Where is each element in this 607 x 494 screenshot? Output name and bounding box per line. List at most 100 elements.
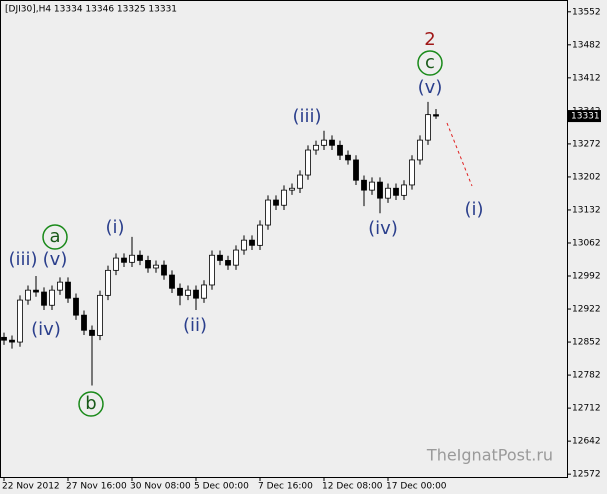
candle-body	[17, 299, 23, 343]
y-tick-label: 13132	[572, 205, 601, 215]
candle-body	[361, 179, 367, 191]
wave-label: (iii)	[292, 106, 321, 127]
candle-body	[313, 144, 319, 151]
wave-labels: (iii) (v) (iv) a b (i) (ii) (iii) (iv) 2…	[8, 29, 484, 417]
candle-body	[161, 264, 167, 276]
candle-body	[57, 281, 63, 291]
candle-body	[409, 159, 415, 186]
wave-circle	[42, 224, 68, 250]
x-tick-label: 5 Dec 00:00	[194, 482, 249, 492]
candle-body	[273, 199, 279, 206]
wave-label: b	[85, 393, 96, 414]
wave-label: (i)	[464, 199, 483, 220]
candle-body	[121, 257, 127, 263]
candle-body	[177, 287, 183, 296]
y-tick-label: 12642	[572, 437, 601, 447]
x-tick-label: 12 Dec 08:00	[322, 482, 383, 492]
wave-label: (i)	[105, 217, 124, 238]
wave-label: (iii)	[8, 249, 37, 270]
wave-circle	[417, 50, 443, 76]
candle-body	[137, 254, 143, 261]
candle-body	[9, 339, 15, 343]
wave-label: (iv)	[368, 218, 398, 239]
candle-body	[353, 159, 359, 181]
candle-body	[417, 139, 423, 161]
candle-body	[25, 289, 31, 301]
candle-body	[49, 289, 55, 306]
candle-body	[369, 181, 375, 191]
wave-label: (iv)	[31, 319, 61, 340]
candle-body	[153, 264, 159, 269]
y-tick-label: 13552	[572, 7, 601, 17]
candle-body	[217, 254, 223, 261]
candle-body	[33, 289, 39, 293]
candle-body	[89, 329, 95, 336]
wave-label: (ii)	[183, 315, 207, 336]
candle-body	[113, 257, 119, 271]
price-label: 13331	[571, 112, 600, 122]
x-tick-label: 22 Nov 2012	[2, 482, 60, 492]
candle-body	[225, 260, 231, 266]
x-tick-label: 17 Dec 00:00	[386, 482, 447, 492]
y-tick-label: 12712	[572, 404, 601, 414]
candle-body	[401, 184, 407, 196]
chart-title: [DJI30],H4 13334 13346 13325 13331	[5, 5, 177, 15]
candle-body	[241, 239, 247, 251]
candle-body	[377, 181, 383, 199]
candle-body	[193, 289, 199, 299]
candle-body	[257, 224, 263, 246]
candle-body	[81, 314, 87, 331]
candle-body	[305, 149, 311, 176]
candle-body	[281, 189, 287, 206]
plot-frame	[0, 0, 568, 478]
projection-line	[446, 122, 473, 187]
candle-body	[289, 187, 295, 191]
candle-body	[65, 281, 71, 299]
candle-body	[345, 154, 351, 161]
candle-body	[97, 294, 103, 336]
candle-body	[145, 260, 151, 269]
watermark: TheIgnatPost.ru	[426, 446, 553, 465]
wave-label: c	[425, 52, 435, 73]
candle-body	[209, 254, 215, 286]
candle-body	[73, 297, 79, 316]
candle-body	[129, 254, 135, 263]
candle-body	[105, 269, 111, 296]
candle-body	[297, 174, 303, 189]
candle-body	[385, 187, 391, 199]
x-tick-label: 27 Nov 16:00	[66, 482, 127, 492]
wave-circle	[78, 391, 104, 417]
y-tick-label: 13412	[572, 73, 601, 83]
y-tick-label: 13062	[572, 238, 601, 248]
y-tick-label: 12852	[572, 338, 601, 348]
wave-label: a	[49, 226, 60, 247]
candle-body	[329, 139, 335, 146]
y-tick-label: 13482	[572, 40, 601, 50]
candle-body	[321, 139, 327, 146]
y-tick-label: 13272	[572, 139, 601, 149]
candle-body	[265, 199, 271, 226]
candle-body	[201, 284, 207, 299]
candle-body	[169, 274, 175, 289]
x-tick-label: 7 Dec 16:00	[258, 482, 313, 492]
candle-body	[185, 289, 191, 296]
candle-body	[249, 239, 255, 246]
candle-body	[1, 336, 7, 341]
candle-body	[337, 144, 343, 156]
wave-label: (v)	[43, 249, 68, 270]
y-tick-label: 12572	[572, 470, 601, 480]
candle-body	[433, 114, 439, 117]
candle-body	[233, 249, 239, 266]
x-tick-label: 30 Nov 08:00	[130, 482, 191, 492]
price-box	[568, 110, 601, 123]
y-tick-label: 13202	[572, 172, 601, 182]
y-tick-label: 12782	[572, 371, 601, 381]
candle-body	[41, 291, 47, 306]
y-tick-label: 12922	[572, 305, 601, 315]
candle-body	[425, 114, 431, 141]
y-tick-label: 12992	[572, 272, 601, 282]
wave-label: (v)	[418, 77, 443, 98]
wave-label: 2	[424, 29, 435, 50]
candle-body	[393, 187, 399, 196]
